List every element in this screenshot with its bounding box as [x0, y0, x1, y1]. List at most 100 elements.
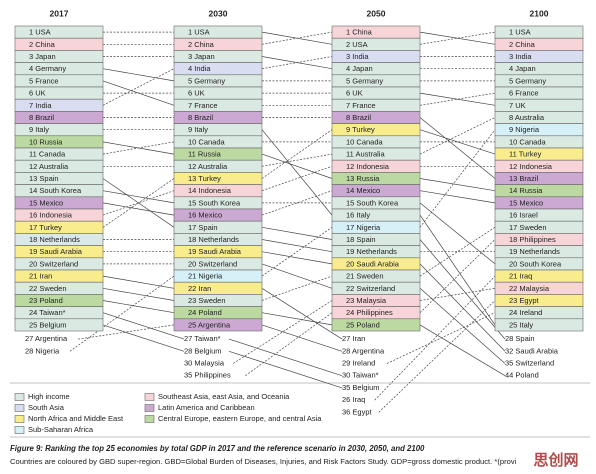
rank-link [419, 202, 496, 265]
rank-label: 18 Netherlands [188, 235, 239, 244]
rank-link [419, 239, 506, 340]
rank-label: 9 Italy [29, 125, 49, 134]
rank-label: 10 Canada [346, 137, 384, 146]
rank-label: 10 Canada [188, 137, 226, 146]
rank-link [419, 190, 496, 204]
rank-label: 19 Netherlands [346, 247, 397, 256]
rank-link [102, 324, 185, 352]
rank-label: 12 Australia [29, 162, 69, 171]
rank-label: 24 Taiwan* [29, 308, 66, 317]
rank-label-outside: 27 Argentina [25, 334, 68, 343]
rank-link [419, 263, 506, 352]
rank-link [419, 117, 496, 155]
rank-label-outside: 30 Malaysia [184, 358, 225, 367]
rank-label: 11 Turkey [509, 150, 542, 159]
rank-link [261, 226, 333, 240]
legend-label: Southeast Asia, east Asia, and Oceania [158, 392, 290, 401]
rank-label: 22 Malaysia [509, 284, 550, 293]
rank-label: 1 USA [29, 28, 51, 37]
rank-label-outside: 35 Belgium [342, 383, 380, 392]
rank-label: 9 Italy [188, 125, 208, 134]
rank-link [228, 350, 343, 389]
rank-label: 1 USA [188, 28, 210, 37]
rank-label: 20 South Korea [509, 259, 562, 268]
rank-label: 8 Australia [509, 113, 545, 122]
legend-swatch [14, 393, 25, 401]
rank-label: 3 India [509, 52, 532, 61]
column-year: 2030 [209, 8, 228, 18]
rank-label: 8 Brazil [346, 113, 371, 122]
rank-link [261, 227, 333, 277]
rank-link [419, 288, 506, 364]
caption-title: Figure 9: Ranking the top 25 economies b… [10, 444, 425, 453]
rank-label: 23 Sweden [188, 296, 226, 305]
rank-link [419, 239, 496, 313]
legend-label: Central Europe, eastern Europe, and cent… [158, 414, 322, 423]
rank-label: 16 Israel [509, 211, 538, 220]
rank-label: 16 Indonesia [29, 211, 73, 220]
rank-label: 25 Belgium [29, 320, 67, 329]
rank-label: 23 Egypt [509, 296, 540, 305]
legend-label: North Africa and Middle East [28, 414, 124, 423]
rank-label: 24 Ireland [509, 308, 542, 317]
legend-label: High income [28, 392, 70, 401]
rank-link [102, 190, 175, 204]
watermark: 思创网 [533, 451, 578, 469]
rank-link [261, 324, 343, 352]
rank-label: 4 Germany [29, 64, 66, 73]
rank-label: 5 France [29, 76, 59, 85]
rank-label: 19 Saudi Arabia [188, 247, 242, 256]
rank-label: 25 Poland [346, 320, 380, 329]
rank-label-outside: 26 Iraq [342, 395, 365, 404]
rank-label: 22 Iran [188, 284, 211, 293]
rank-link [261, 288, 343, 340]
rank-label: 7 India [29, 101, 52, 110]
legend-swatch [14, 415, 25, 423]
rank-link [374, 275, 496, 401]
rank-label: 14 Mexico [346, 186, 380, 195]
rank-label: 8 Brazil [188, 113, 213, 122]
rank-label: 16 Italy [346, 211, 370, 220]
rank-link [419, 227, 496, 277]
rank-label: 15 Mexico [29, 198, 63, 207]
rank-label-outside: 28 Spain [505, 334, 535, 343]
rank-link [419, 129, 496, 155]
rank-label: 19 Netherlands [509, 247, 560, 256]
rank-label: 7 UK [509, 101, 526, 110]
rank-label: 11 Canada [29, 150, 66, 159]
rank-label: 12 Indonesia [509, 162, 553, 171]
legend-swatch [14, 404, 25, 412]
rank-label: 3 Japan [29, 52, 56, 61]
rank-link [261, 129, 333, 216]
rank-label: 1 USA [509, 28, 531, 37]
rank-link [102, 275, 175, 289]
rank-label: 22 Sweden [29, 284, 67, 293]
rank-label: 1 China [346, 28, 373, 37]
rank-label: 23 Malaysia [346, 296, 387, 305]
rank-label: 12 Indonesia [346, 162, 390, 171]
rank-label: 22 Switzerland [346, 284, 395, 293]
rank-link [261, 56, 333, 70]
rank-label: 13 Russia [346, 174, 380, 183]
rank-box [173, 318, 263, 332]
rank-label-outside: 35 Switzerland [505, 358, 554, 367]
rank-link [102, 300, 175, 314]
rank-label: 9 Turkey [346, 125, 375, 134]
rank-label: 10 Russia [29, 137, 63, 146]
rank-label: 24 Philippines [346, 308, 393, 317]
legend-swatch [144, 404, 155, 412]
rank-label: 24 Poland [188, 308, 222, 317]
rank-link [419, 178, 496, 192]
rank-label: 20 Switzerland [188, 259, 237, 268]
rank-label: 21 Nigeria [188, 272, 223, 281]
rank-label: 25 Argentina [188, 320, 231, 329]
legend-swatch [144, 415, 155, 423]
rank-label: 18 Spain [346, 235, 376, 244]
rank-label: 7 France [346, 101, 376, 110]
rank-label: 15 South Korea [346, 198, 399, 207]
rank-label: 13 Brazil [509, 174, 539, 183]
rank-label: 7 France [188, 101, 218, 110]
rank-label: 17 Spain [188, 223, 218, 232]
rank-link [102, 202, 175, 216]
rank-label: 17 Nigeria [346, 223, 381, 232]
